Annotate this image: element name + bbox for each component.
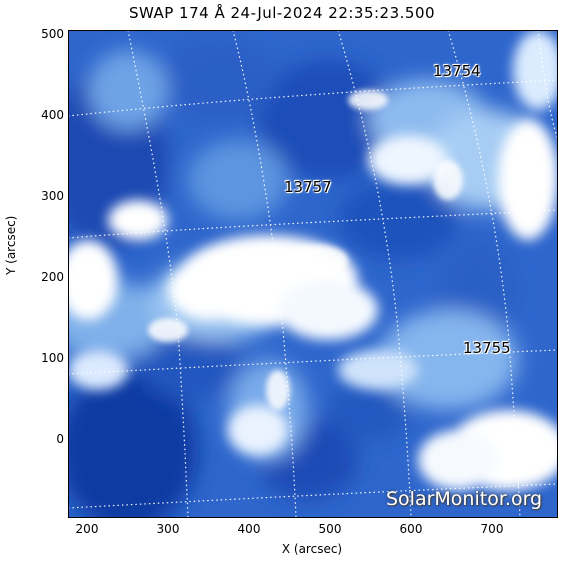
x-tick-label: 300 [156, 522, 180, 536]
region-label-13754: 13754 [433, 62, 481, 80]
y-tick-label: 400 [41, 108, 64, 122]
y-tick-label: 300 [41, 189, 64, 203]
swap-euv-image [68, 30, 558, 518]
x-tick-label: 200 [75, 522, 99, 536]
region-label-13755: 13755 [463, 339, 511, 357]
y-tick-label: 100 [41, 351, 64, 365]
x-axis-label: X (arcsec) [281, 542, 343, 556]
y-axis-label: Y (arcsec) [4, 215, 18, 275]
image-title: SWAP 174 Å 24-Jul-2024 22:35:23.500 [128, 4, 436, 22]
y-tick-label: 0 [56, 432, 64, 446]
region-label-13757: 13757 [284, 178, 332, 196]
solar-image [68, 30, 558, 518]
x-tick-label: 600 [399, 522, 423, 536]
y-tick-label: 500 [41, 27, 64, 41]
watermark: SolarMonitor.org [386, 488, 543, 510]
x-tick-label: 700 [480, 522, 504, 536]
x-tick-label: 400 [237, 522, 261, 536]
x-tick-label: 500 [318, 522, 342, 536]
y-tick-label: 200 [41, 270, 64, 284]
